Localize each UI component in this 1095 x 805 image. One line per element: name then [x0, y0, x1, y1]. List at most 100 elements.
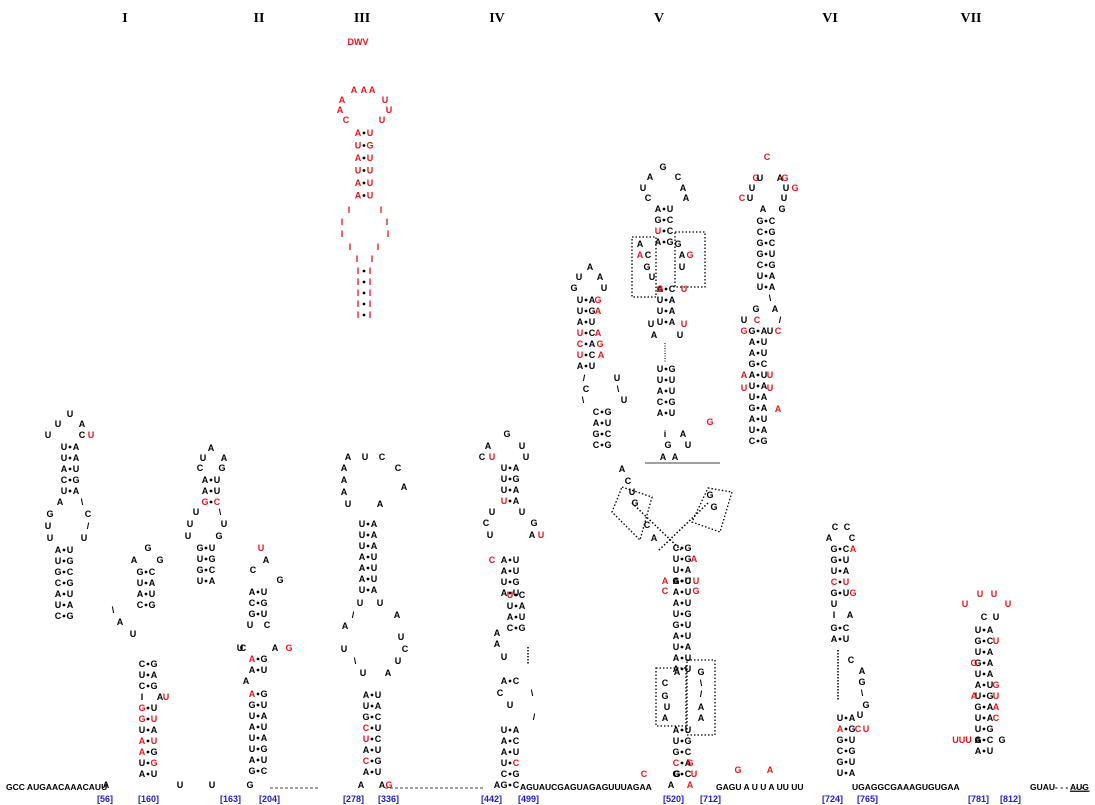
nucleotide: C — [513, 758, 520, 768]
nucleotide: C — [662, 678, 669, 688]
nucleotide: C — [497, 688, 504, 698]
base-pair-bond — [62, 548, 66, 552]
base-pair-bond — [982, 628, 986, 632]
base-pair-bond — [68, 445, 72, 449]
nucleotide: U — [67, 545, 74, 555]
nucleotide: U — [355, 141, 362, 151]
motif-box-upper-right — [674, 231, 706, 288]
nucleotide: G — [858, 677, 865, 687]
base-pair-bond — [508, 772, 512, 776]
base-pair-bond — [256, 747, 260, 751]
nucleotide: A — [673, 587, 680, 597]
nucleotide: U — [987, 746, 994, 756]
position-label: [765] — [857, 794, 878, 804]
nucleotide: U — [843, 555, 850, 565]
nucleotide: A — [137, 589, 144, 599]
nucleotide: A — [679, 250, 686, 260]
base-pair-bond — [756, 417, 760, 421]
base-pair-bond — [982, 683, 986, 687]
nucleotide: C — [250, 565, 257, 575]
nucleotide: G — [66, 578, 73, 588]
base-pair-bond — [362, 291, 366, 295]
nucleotide: U — [151, 714, 158, 724]
base-pair-bond — [680, 623, 684, 627]
nucleotide: U — [177, 780, 184, 790]
nucleotide: A — [589, 339, 596, 349]
nucleotide: A — [669, 317, 676, 327]
base-pair-bond — [680, 579, 684, 583]
nucleotide: U — [214, 486, 221, 496]
nucleotide: A — [139, 736, 146, 746]
base-pair-bond — [756, 428, 760, 432]
nucleotide: C — [395, 463, 402, 473]
nucleotide: C — [589, 328, 596, 338]
nucleotide: G — [518, 623, 525, 633]
nucleotide: U — [761, 348, 768, 358]
domain-headers: I II III IV V VI VII — [122, 11, 981, 26]
nucleotide: A — [987, 625, 994, 635]
nucleotide: A — [507, 612, 514, 622]
nucleotide: U — [749, 392, 756, 402]
nucleotide: A — [669, 295, 676, 305]
nucleotide: U — [669, 375, 676, 385]
nucleotide: U — [149, 589, 156, 599]
nucleotide: G — [697, 667, 704, 677]
base-pair-bond — [370, 715, 374, 719]
nucleotide: U — [489, 452, 496, 462]
base-pair-bond — [664, 378, 668, 382]
nucleotide: A — [637, 239, 644, 249]
nucleotide: A — [355, 153, 362, 163]
nucleotide: G — [604, 440, 611, 450]
nucleotide: U — [345, 499, 352, 509]
nucleotide: U — [685, 664, 692, 674]
nucleotide: G — [246, 780, 253, 790]
nucleotide: U — [45, 521, 52, 531]
nucleotide: A — [673, 598, 680, 608]
nucleotide: I — [387, 229, 390, 239]
base-pair-bond — [756, 351, 760, 355]
nucleotide: C — [657, 397, 664, 407]
nucleotide: A — [363, 745, 370, 755]
nucleotide: G — [201, 497, 208, 507]
nucleotide: G — [594, 295, 601, 305]
nucleotide: G — [706, 417, 713, 427]
base-pair-bond — [370, 770, 374, 774]
nucleotide: C — [993, 713, 1000, 723]
nucleotide: U — [151, 736, 158, 746]
nucleotide: C — [261, 766, 268, 776]
nucleotide: U — [987, 680, 994, 690]
nucleotide: A — [685, 642, 692, 652]
nucleotide: I — [341, 229, 344, 239]
nucleotide: U — [249, 711, 256, 721]
base-pair-bond — [838, 547, 842, 551]
base-pair-bond — [62, 559, 66, 563]
nucleotide: A — [501, 566, 508, 576]
nucleotide: A — [637, 250, 644, 260]
nucleotide: U — [501, 652, 508, 662]
base-pair-bond — [362, 313, 366, 317]
nucleotide: U — [576, 272, 583, 282]
nucleotide: A — [371, 519, 378, 529]
nucleotide: U — [629, 487, 636, 497]
nucleotide: C — [843, 623, 850, 633]
base-pair-bond — [982, 716, 986, 720]
base-pair-bond — [584, 309, 588, 313]
baseline-sequence: GCC AUGAACAAACAUU AGUAUCGAGUAGAGUUUAGAA … — [6, 782, 1090, 792]
base-pair-bond — [584, 298, 588, 302]
nucleotide: U — [261, 665, 268, 675]
nucleotide: U — [657, 295, 664, 305]
nucleotide: G — [150, 747, 157, 757]
nucleotide: G — [570, 283, 577, 293]
nucleotide: A — [501, 736, 508, 746]
nucleotide: A — [619, 464, 626, 474]
nucleotide: A — [772, 304, 779, 314]
nucleotide: U — [261, 700, 268, 710]
base-pair-bond — [600, 410, 604, 414]
nucleotide: C — [197, 463, 204, 473]
nucleotide: U — [139, 758, 146, 768]
base-pair-bond — [600, 432, 604, 436]
nucleotide: / — [583, 373, 586, 383]
base-pair-bond — [256, 692, 260, 696]
base-pair-bond — [680, 546, 684, 550]
nucleotide: G — [46, 509, 53, 519]
